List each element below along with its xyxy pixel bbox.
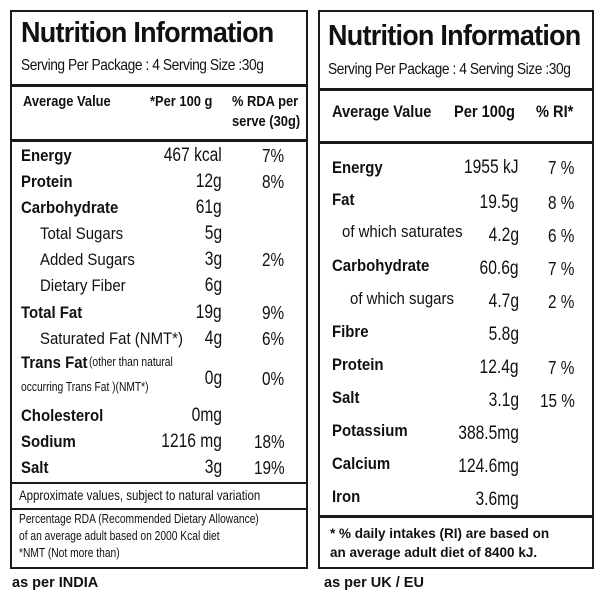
india-serving-info: Serving Per Package : 4 Serving Size :30… — [21, 57, 264, 74]
india-header-average-value: Average Value — [23, 93, 111, 110]
nutrient-ri: 7 % — [548, 358, 575, 378]
nutrient-ri: 8 % — [548, 193, 575, 213]
nutrient-rda: 9% — [262, 303, 285, 323]
india-nutrition-panel: Nutrition Information Serving Per Packag… — [10, 10, 308, 569]
nutrient-value: 3g — [204, 457, 222, 478]
divider — [320, 88, 592, 91]
nutrient-rda: 6% — [262, 329, 285, 349]
nutrient-value: 3.1g — [488, 390, 519, 411]
india-header-rda: % RDA per — [232, 93, 299, 110]
nutrient-value: 6g — [204, 275, 222, 296]
nutrient-value: 0g — [204, 368, 222, 389]
nutrient-ri: 2 % — [548, 292, 575, 312]
nutrient-value: 4.7g — [488, 291, 519, 312]
india-caption: as per INDIA — [12, 575, 99, 591]
nutrient-label: Iron — [332, 487, 361, 506]
nutrient-rda: 8% — [262, 172, 285, 192]
nutrient-label: of which sugars — [350, 289, 454, 308]
nutrient-value: 60.6g — [480, 258, 519, 279]
nutrient-value: 4g — [204, 328, 222, 349]
nutrient-label: Fat — [332, 190, 355, 209]
nutrient-rda: 19% — [254, 458, 285, 478]
nutrient-label: Sodium — [21, 432, 76, 451]
nutrient-rda: 2% — [262, 250, 285, 270]
nutrient-value: 61g — [196, 197, 222, 218]
nutrient-rda: 18% — [254, 432, 285, 452]
nutrient-label: Dietary Fiber — [40, 276, 126, 295]
nutrient-value: 1216 mg — [161, 431, 222, 452]
nutrient-value: 467 kcal — [163, 145, 222, 166]
india-approximate-note: Approximate values, subject to natural v… — [19, 487, 261, 503]
divider — [12, 84, 306, 87]
nutrient-value: 0mg — [191, 405, 222, 426]
uk-caption: as per UK / EU — [324, 575, 424, 591]
nutrient-value: 12.4g — [480, 357, 519, 378]
india-title: Nutrition Information — [21, 17, 274, 49]
nutrient-label: Energy — [21, 146, 72, 165]
nutrient-ri: 6 % — [548, 226, 575, 246]
uk-header-per100: Per 100g — [454, 102, 515, 121]
india-header-rda-serve: serve (30g) — [232, 113, 301, 130]
nutrient-label: Carbohydrate — [332, 256, 430, 275]
nutrient-label: Protein — [332, 355, 384, 374]
nutrient-label: Protein — [21, 172, 73, 191]
uk-footnote-ri: * % daily intakes (RI) are based on — [330, 526, 550, 541]
divider — [12, 139, 306, 142]
nutrient-value: 19.5g — [480, 192, 519, 213]
nutrient-value: 124.6mg — [458, 456, 519, 477]
divider — [12, 482, 306, 484]
nutrient-label: Saturated Fat (NMT*) — [40, 329, 183, 348]
uk-header-average-value: Average Value — [332, 102, 432, 121]
nutrient-label: Total Sugars — [40, 224, 124, 243]
trans-fat-qualifier-line2: occurring Trans Fat )(NMT*) — [21, 380, 149, 394]
nutrient-value: 4.2g — [488, 225, 519, 246]
nutrient-label: Added Sugars — [40, 250, 135, 269]
nutrient-label: Energy — [332, 158, 383, 177]
divider — [12, 508, 306, 510]
nutrient-label: Carbohydrate — [21, 198, 119, 217]
nutrient-value: 3g — [204, 249, 222, 270]
nutrient-label: Trans Fat (other than natural — [21, 353, 199, 373]
nutrient-value: 388.5mg — [458, 423, 519, 444]
nutrient-label: Potassium — [332, 421, 408, 440]
uk-footnote-basis: an average adult diet of 8400 kJ. — [330, 545, 538, 560]
nutrient-rda: 7% — [262, 146, 285, 166]
nutrient-value: 1955 kJ — [464, 157, 519, 178]
nutrient-label: Fibre — [332, 322, 369, 341]
nutrient-value: 5.8g — [488, 324, 519, 345]
nutrient-value: 19g — [196, 302, 222, 323]
uk-title: Nutrition Information — [328, 20, 581, 52]
india-footnote-basis: of an average adult based on 2000 Kcal d… — [19, 529, 220, 543]
nutrient-rda: 0% — [262, 369, 285, 389]
uk-serving-info: Serving Per Package : 4 Serving Size :30… — [328, 61, 571, 78]
uk-nutrition-panel: Nutrition Information Serving Per Packag… — [318, 10, 594, 569]
nutrient-value: 12g — [196, 171, 222, 192]
india-header-per100: *Per 100 g — [150, 93, 213, 110]
trans-fat-qualifier: (other than natural — [88, 355, 173, 369]
trans-fat-label: Trans Fat — [21, 353, 88, 372]
nutrient-ri: 7 % — [548, 259, 575, 279]
nutrient-value: 5g — [204, 223, 222, 244]
nutrient-label: Total Fat — [21, 303, 83, 322]
nutrient-value: 3.6mg — [475, 489, 519, 510]
nutrient-label: Cholesterol — [21, 406, 104, 425]
divider — [320, 515, 592, 518]
nutrient-label: Salt — [332, 388, 360, 407]
nutrient-label: of which saturates — [342, 222, 463, 241]
nutrient-ri: 15 % — [540, 391, 575, 411]
uk-header-ri: % RI* — [536, 102, 574, 121]
nutrient-ri: 7 % — [548, 158, 575, 178]
nutrient-label: Salt — [21, 458, 49, 477]
india-footnote-rda: Percentage RDA (Recommended Dietary Allo… — [19, 512, 259, 526]
divider — [320, 141, 592, 144]
nutrient-label: Calcium — [332, 454, 391, 473]
india-footnote-nmt: *NMT (Not more than) — [19, 546, 120, 560]
